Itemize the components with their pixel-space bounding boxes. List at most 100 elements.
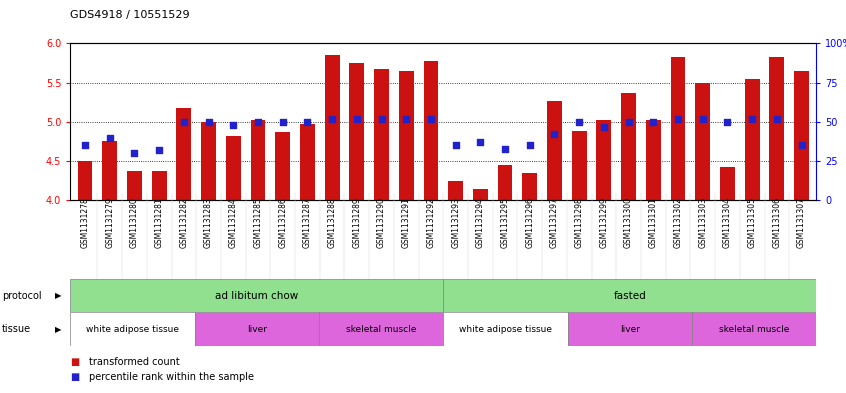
Bar [300, 124, 315, 200]
Text: percentile rank within the sample: percentile rank within the sample [89, 372, 254, 382]
Text: GSM1131303: GSM1131303 [698, 197, 707, 248]
Text: GSM1131301: GSM1131301 [649, 197, 658, 248]
Bar [568, 312, 692, 346]
Text: GSM1131298: GSM1131298 [574, 197, 584, 248]
Text: ■: ■ [70, 356, 80, 367]
Bar [78, 161, 92, 200]
Text: GSM1131299: GSM1131299 [600, 197, 608, 248]
Point [399, 116, 413, 122]
Point [597, 123, 611, 130]
Bar [177, 108, 191, 200]
Text: GDS4918 / 10551529: GDS4918 / 10551529 [70, 10, 190, 20]
Text: GSM1131286: GSM1131286 [278, 197, 287, 248]
Bar [572, 131, 586, 200]
Point [696, 116, 710, 122]
Text: GSM1131294: GSM1131294 [475, 197, 485, 248]
Bar [319, 312, 443, 346]
Bar [547, 101, 562, 200]
Bar [325, 55, 339, 200]
Text: protocol: protocol [2, 291, 41, 301]
Point [721, 119, 734, 125]
Text: ▶: ▶ [55, 325, 62, 334]
Text: GSM1131306: GSM1131306 [772, 197, 782, 248]
Text: GSM1131283: GSM1131283 [204, 197, 213, 248]
Bar [201, 122, 216, 200]
Bar [195, 312, 319, 346]
Text: ▶: ▶ [55, 291, 62, 300]
Text: transformed count: transformed count [89, 356, 179, 367]
Point [474, 139, 487, 145]
Text: GSM1131295: GSM1131295 [501, 197, 509, 248]
Bar [226, 136, 241, 200]
Bar [424, 61, 438, 200]
Text: GSM1131289: GSM1131289 [352, 197, 361, 248]
Bar [448, 181, 463, 200]
Text: GSM1131290: GSM1131290 [377, 197, 386, 248]
Bar [473, 189, 488, 200]
Bar [102, 141, 117, 200]
Point [326, 116, 339, 122]
Point [547, 131, 561, 138]
Point [646, 119, 660, 125]
Point [671, 116, 684, 122]
Text: tissue: tissue [2, 324, 30, 334]
Bar [497, 165, 513, 200]
Point [177, 119, 190, 125]
Bar [398, 71, 414, 200]
Point [300, 119, 314, 125]
Text: GSM1131285: GSM1131285 [254, 197, 262, 248]
Text: skeletal muscle: skeletal muscle [346, 325, 416, 334]
Point [276, 119, 289, 125]
Point [202, 119, 216, 125]
Bar [443, 279, 816, 312]
Text: GSM1131281: GSM1131281 [155, 197, 163, 248]
Point [375, 116, 388, 122]
Text: ■: ■ [70, 372, 80, 382]
Point [227, 122, 240, 128]
Text: GSM1131307: GSM1131307 [797, 197, 806, 248]
Point [498, 145, 512, 152]
Text: GSM1131302: GSM1131302 [673, 197, 683, 248]
Text: skeletal muscle: skeletal muscle [719, 325, 789, 334]
Text: GSM1131278: GSM1131278 [80, 197, 90, 248]
Bar [374, 69, 389, 200]
Point [152, 147, 166, 153]
Point [251, 119, 265, 125]
Text: GSM1131300: GSM1131300 [624, 197, 633, 248]
Text: fasted: fasted [613, 291, 646, 301]
Bar [522, 173, 537, 200]
Bar [349, 63, 365, 200]
Bar [695, 83, 710, 200]
Text: GSM1131279: GSM1131279 [105, 197, 114, 248]
Point [449, 142, 463, 149]
Bar [127, 171, 142, 200]
Text: GSM1131291: GSM1131291 [402, 197, 411, 248]
Bar [794, 71, 809, 200]
Text: GSM1131282: GSM1131282 [179, 197, 189, 248]
Bar [275, 132, 290, 200]
Text: GSM1131304: GSM1131304 [723, 197, 732, 248]
Text: GSM1131287: GSM1131287 [303, 197, 312, 248]
Text: ad libitum chow: ad libitum chow [215, 291, 299, 301]
Bar [596, 120, 612, 200]
Text: GSM1131293: GSM1131293 [451, 197, 460, 248]
Bar [645, 120, 661, 200]
Point [622, 119, 635, 125]
Point [424, 116, 437, 122]
Point [573, 119, 586, 125]
Point [128, 150, 141, 156]
Point [745, 116, 759, 122]
Bar [720, 167, 735, 200]
Text: GSM1131297: GSM1131297 [550, 197, 559, 248]
Point [523, 142, 536, 149]
Bar [770, 57, 784, 200]
Bar [250, 120, 266, 200]
Bar [70, 312, 195, 346]
Text: GSM1131280: GSM1131280 [130, 197, 139, 248]
Text: GSM1131284: GSM1131284 [228, 197, 238, 248]
Text: GSM1131296: GSM1131296 [525, 197, 535, 248]
Bar [621, 93, 636, 200]
Point [103, 134, 117, 141]
Bar [744, 79, 760, 200]
Bar [443, 312, 568, 346]
